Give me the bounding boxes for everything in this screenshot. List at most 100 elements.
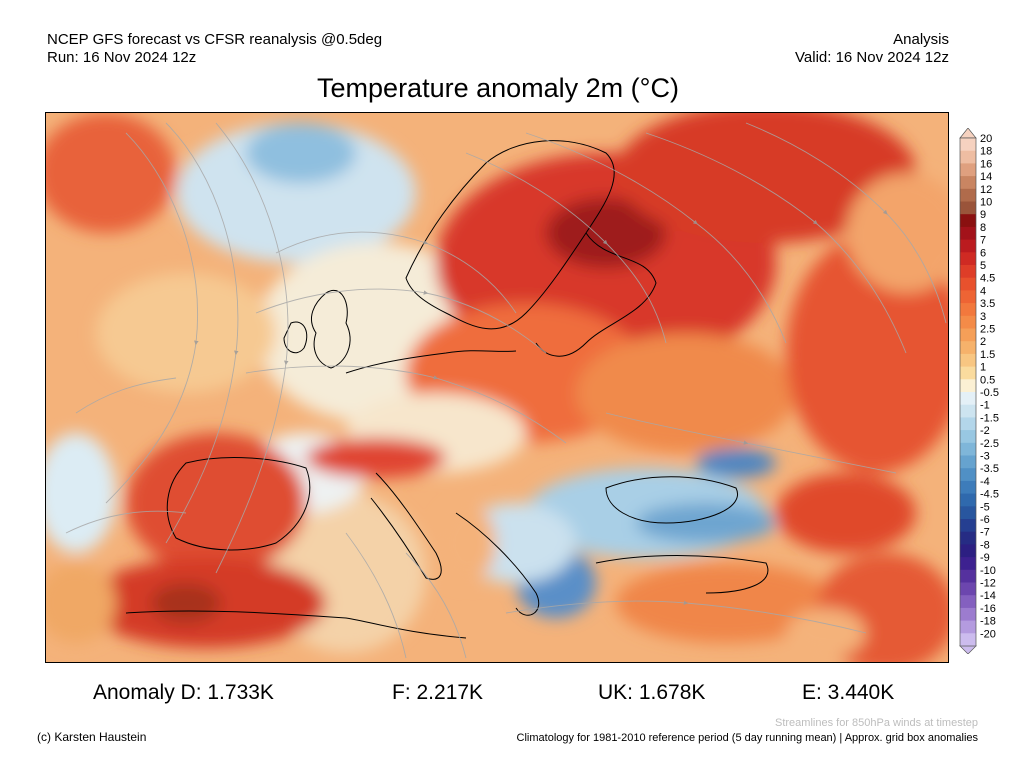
mode-label: Analysis xyxy=(893,31,949,48)
colorbar-swatch xyxy=(960,442,976,456)
colorbar-swatch xyxy=(960,379,976,393)
colorbar-label: -3 xyxy=(980,451,990,463)
colorbar-label: 5 xyxy=(980,260,986,272)
colorbar-label: -3.5 xyxy=(980,463,999,475)
stat-anomaly-germany: Anomaly D: 1.733K xyxy=(93,681,274,704)
colorbar-label: -18 xyxy=(980,616,996,628)
colorbar-label: -12 xyxy=(980,578,996,590)
colorbar-swatch xyxy=(960,138,976,152)
colorbar-swatch xyxy=(960,303,976,317)
colorbar-swatch xyxy=(960,506,976,520)
colorbar-swatch xyxy=(960,176,976,190)
colorbar-label: 3.5 xyxy=(980,298,995,310)
colorbar-swatch xyxy=(960,315,976,329)
colorbar-label: 3 xyxy=(980,311,986,323)
colorbar-label: 1 xyxy=(980,362,986,374)
colorbar-max-arrow xyxy=(959,128,977,139)
colorbar-swatch xyxy=(960,277,976,291)
colorbar-label: -8 xyxy=(980,539,990,551)
colorbar-label: -16 xyxy=(980,603,996,615)
model-description: NCEP GFS forecast vs CFSR reanalysis @0.… xyxy=(47,31,383,48)
run-time: Run: 16 Nov 2024 12z xyxy=(47,49,197,66)
valid-time: Valid: 16 Nov 2024 12z xyxy=(795,49,949,66)
colorbar-label: -4.5 xyxy=(980,489,999,501)
colorbar-legend: 201816141210987654.543.532.521.510.5-0.5… xyxy=(959,128,999,654)
colorbar-swatch xyxy=(960,607,976,621)
colorbar-swatch xyxy=(960,239,976,253)
colorbar-label: 20 xyxy=(980,133,992,145)
colorbar-label: 9 xyxy=(980,209,986,221)
colorbar-label: -2 xyxy=(980,425,990,437)
colorbar-swatch xyxy=(960,557,976,571)
colorbar-swatch xyxy=(960,163,976,177)
colorbar-swatch xyxy=(960,544,976,558)
climatology-note: Climatology for 1981-2010 reference peri… xyxy=(516,732,978,744)
colorbar-label: -5 xyxy=(980,501,990,513)
colorbar-label: 4.5 xyxy=(980,273,995,285)
colorbar-swatch xyxy=(960,519,976,533)
anomaly-field xyxy=(46,113,948,662)
colorbar-label: 14 xyxy=(980,171,992,183)
colorbar-min-arrow xyxy=(959,645,977,654)
wind-streamlines xyxy=(65,122,947,659)
colorbar-swatch xyxy=(960,226,976,240)
colorbar-swatch xyxy=(960,417,976,431)
colorbar-swatch xyxy=(960,531,976,545)
colorbar-swatch xyxy=(960,569,976,583)
anomaly-map xyxy=(45,112,949,663)
colorbar-label: -2.5 xyxy=(980,438,999,450)
colorbar-swatch xyxy=(960,353,976,367)
colorbar-label: 7 xyxy=(980,235,986,247)
stat-france: F: 2.217K xyxy=(392,681,484,704)
colorbar-swatch xyxy=(960,620,976,634)
colorbar-swatch xyxy=(960,188,976,202)
colorbar-label: 2 xyxy=(980,336,986,348)
colorbar-label: 16 xyxy=(980,158,992,170)
colorbar-label: -1.5 xyxy=(980,412,999,424)
colorbar-swatch xyxy=(960,201,976,215)
colorbar-swatch xyxy=(960,392,976,406)
colorbar-label: 4 xyxy=(980,285,986,297)
colorbar-label: -0.5 xyxy=(980,387,999,399)
colorbar-swatch xyxy=(960,480,976,494)
colorbar-label: -10 xyxy=(980,565,996,577)
colorbar-label: 12 xyxy=(980,184,992,196)
colorbar-swatch xyxy=(960,468,976,482)
colorbar-swatch xyxy=(960,582,976,596)
colorbar-label: 2.5 xyxy=(980,324,995,336)
map-title: Temperature anomaly 2m (°C) xyxy=(317,73,679,103)
colorbar-swatch xyxy=(960,150,976,164)
stat-uk: UK: 1.678K xyxy=(598,681,706,704)
colorbar-label: 10 xyxy=(980,197,992,209)
stat-europe: E: 3.440K xyxy=(802,681,895,704)
anomaly-map-graphic xyxy=(46,113,948,662)
colorbar-swatch xyxy=(960,214,976,228)
colorbar-swatch xyxy=(960,633,976,647)
colorbar-label: -7 xyxy=(980,527,990,539)
colorbar-swatch xyxy=(960,341,976,355)
colorbar-swatch xyxy=(960,595,976,609)
colorbar-label: -14 xyxy=(980,590,996,602)
colorbar-swatch xyxy=(960,493,976,507)
colorbar-label: -4 xyxy=(980,476,990,488)
colorbar-label: -9 xyxy=(980,552,990,564)
colorbar-swatch xyxy=(960,265,976,279)
copyright: (c) Karsten Haustein xyxy=(37,730,147,744)
colorbar-swatch xyxy=(960,430,976,444)
colorbar-label: 18 xyxy=(980,146,992,158)
colorbar-swatch xyxy=(960,328,976,342)
colorbar-swatch xyxy=(960,366,976,380)
colorbar-label: -20 xyxy=(980,628,996,640)
colorbar-frame xyxy=(959,137,977,647)
colorbar-label: 6 xyxy=(980,247,986,259)
streamlines-note: Streamlines for 850hPa winds at timestep xyxy=(775,717,978,729)
colorbar-label: 0.5 xyxy=(980,374,995,386)
colorbar-label: -6 xyxy=(980,514,990,526)
colorbar-swatch xyxy=(960,290,976,304)
coastlines xyxy=(125,140,769,639)
colorbar-label: 1.5 xyxy=(980,349,995,361)
colorbar-swatch xyxy=(960,404,976,418)
colorbar-label: 8 xyxy=(980,222,986,234)
colorbar-swatch xyxy=(960,252,976,266)
colorbar-swatch xyxy=(960,455,976,469)
